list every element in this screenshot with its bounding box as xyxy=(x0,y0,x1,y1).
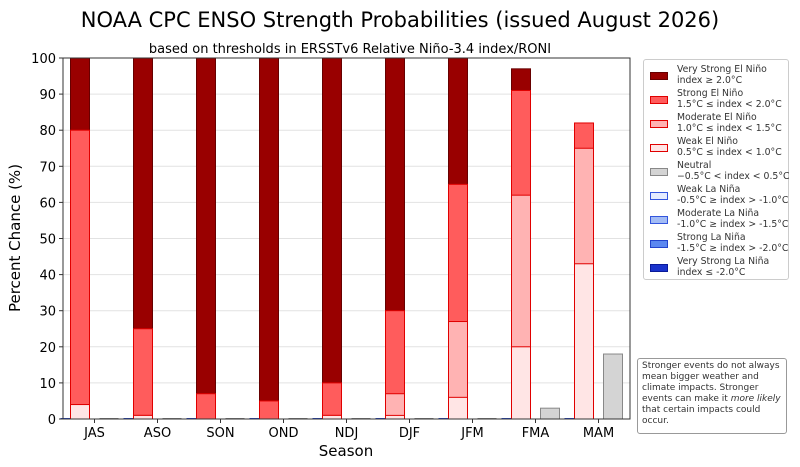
bar-weak-el-nino xyxy=(385,414,405,420)
x-tick-label: ASO xyxy=(144,426,171,441)
bar-strong-el-nino xyxy=(133,328,153,420)
legend-item: Strong El Niño 1.5°C ≤ index < 2.0°C xyxy=(650,88,788,114)
legend-label: Very Strong El Niño index ≥ 2.0°C xyxy=(677,64,767,86)
y-tick-label: 70 xyxy=(39,160,56,175)
legend-swatch xyxy=(650,240,668,248)
y-tick-label: 20 xyxy=(39,341,56,356)
legend-label: Neutral −0.5°C < index < 0.5°C xyxy=(677,160,790,182)
legend-label-line1: Weak El Niño xyxy=(677,136,738,147)
y-axis-label: Percent Chance (%) xyxy=(6,164,24,312)
legend-label-line1: Strong La Niña xyxy=(677,232,746,243)
legend-label-line2: 0.5°C ≤ index < 1.0°C xyxy=(677,146,782,158)
legend-item: Strong La Niña -1.5°C ≥ index > -2.0°C xyxy=(650,232,789,258)
legend-label-line1: Moderate El Niño xyxy=(677,112,757,123)
bar-strong-el-nino xyxy=(70,129,90,420)
bar-very-strong-el-nino xyxy=(322,57,342,420)
y-tick-label: 40 xyxy=(39,269,56,284)
legend-item: Neutral −0.5°C < index < 0.5°C xyxy=(650,160,790,186)
bar-weak-el-nino xyxy=(511,346,531,420)
y-axis: 0 10 20 30 40 50 60 70 80 90 100 xyxy=(31,52,63,428)
bar-neutral xyxy=(540,407,560,420)
legend-label-line1: Very Strong La Niña xyxy=(677,256,770,267)
legend-label-line2: index ≥ 2.0°C xyxy=(677,74,743,86)
x-axis: JAS ASO SON OND NDJ DJF JFM FMA MAM xyxy=(83,419,614,441)
legend-item: Very Strong El Niño index ≥ 2.0°C xyxy=(650,64,788,90)
bar-weak-el-nino xyxy=(322,414,342,420)
x-axis-label: Season xyxy=(319,442,373,460)
chart-subtitle: based on thresholds in ERSSTv6 Relative … xyxy=(149,42,551,57)
legend-label-line1: Moderate La Niña xyxy=(677,208,760,219)
bar-weak-el-nino xyxy=(448,396,468,420)
y-tick-label: 0 xyxy=(48,413,56,428)
legend-label-line2: -0.5°C ≥ index > -1.0°C xyxy=(677,194,789,206)
y-tick-label: 90 xyxy=(39,88,56,103)
y-tick-label: 60 xyxy=(39,196,56,211)
legend-label-line1: Strong El Niño xyxy=(677,88,744,99)
x-tick-label: DJF xyxy=(399,426,420,441)
legend-label: Moderate La Niña -1.0°C ≥ index > -1.5°C xyxy=(677,208,789,230)
legend-swatch xyxy=(650,264,668,272)
legend-label: Very Strong La Niña index ≤ -2.0°C xyxy=(677,256,770,278)
x-tick-label: SON xyxy=(206,426,234,441)
bar-strong-el-nino xyxy=(259,400,279,420)
note-text-before: Stronger events do not always mean bigge… xyxy=(642,361,780,404)
legend-label: Weak La Niña -0.5°C ≥ index > -1.0°C xyxy=(677,184,789,206)
bar-very-strong-el-nino xyxy=(196,57,216,420)
chart-title: NOAA CPC ENSO Strength Probabilities (is… xyxy=(81,8,719,32)
legend-item: Weak El Niño 0.5°C ≤ index < 1.0°C xyxy=(650,136,788,162)
bars xyxy=(60,57,623,420)
legend-swatch xyxy=(650,192,668,200)
legend-swatch xyxy=(650,168,668,176)
x-tick-label: JAS xyxy=(83,426,105,441)
x-tick-label: OND xyxy=(269,426,299,441)
bar-weak-el-nino xyxy=(574,263,594,420)
bar-weak-el-nino xyxy=(133,414,153,420)
bar-neutral xyxy=(603,353,623,420)
legend-item: Weak La Niña -0.5°C ≥ index > -1.0°C xyxy=(650,184,789,210)
y-tick-label: 80 xyxy=(39,124,56,139)
legend-label-line1: Weak La Niña xyxy=(677,184,741,195)
y-tick-label: 100 xyxy=(31,52,56,67)
y-tick-label: 10 xyxy=(39,377,56,392)
y-tick-label: 50 xyxy=(39,233,56,248)
legend-swatch xyxy=(650,72,668,80)
bar-strong-el-nino xyxy=(322,382,342,420)
legend-item: Moderate La Niña -1.0°C ≥ index > -1.5°C xyxy=(650,208,789,234)
note-text-after: that certain impacts could occur. xyxy=(642,405,761,426)
legend-label-line2: −0.5°C < index < 0.5°C xyxy=(677,170,790,182)
legend-label: Moderate El Niño 1.0°C ≤ index < 1.5°C xyxy=(677,112,782,134)
legend-label-line2: -1.0°C ≥ index > -1.5°C xyxy=(677,218,789,230)
legend-label-line2: index ≤ -2.0°C xyxy=(677,266,746,278)
legend-swatch xyxy=(650,144,668,152)
legend: Very Strong El Niño index ≥ 2.0°C Strong E… xyxy=(643,59,789,280)
y-tick-label: 30 xyxy=(39,305,56,320)
legend-label-line2: 1.5°C ≤ index < 2.0°C xyxy=(677,98,782,110)
legend-label-line1: Very Strong El Niño xyxy=(677,64,767,75)
legend-label: Strong La Niña -1.5°C ≥ index > -2.0°C xyxy=(677,232,789,254)
legend-label-line2: 1.0°C ≤ index < 1.5°C xyxy=(677,122,782,134)
bar-strong-el-nino xyxy=(196,393,216,420)
legend-label-line2: -1.5°C ≥ index > -2.0°C xyxy=(677,242,789,254)
bar-very-strong-el-nino xyxy=(259,57,279,420)
x-tick-label: FMA xyxy=(522,426,550,441)
legend-label: Strong El Niño 1.5°C ≤ index < 2.0°C xyxy=(677,88,782,110)
legend-item: Very Strong La Niña index ≤ -2.0°C xyxy=(650,256,788,282)
legend-swatch xyxy=(650,96,668,104)
x-tick-label: NDJ xyxy=(335,426,359,441)
x-tick-label: JFM xyxy=(460,426,484,441)
impacts-note: Stronger events do not always mean bigge… xyxy=(637,358,787,434)
bar-weak-el-nino xyxy=(70,404,90,420)
legend-label-line1: Neutral xyxy=(677,160,712,171)
legend-item: Moderate El Niño 1.0°C ≤ index < 1.5°C xyxy=(650,112,788,138)
legend-label: Weak El Niño 0.5°C ≤ index < 1.0°C xyxy=(677,136,782,158)
legend-swatch xyxy=(650,216,668,224)
legend-swatch xyxy=(650,120,668,128)
x-tick-label: MAM xyxy=(583,426,614,441)
note-text-emphasis: more likely xyxy=(730,394,781,404)
gridlines xyxy=(63,93,630,384)
